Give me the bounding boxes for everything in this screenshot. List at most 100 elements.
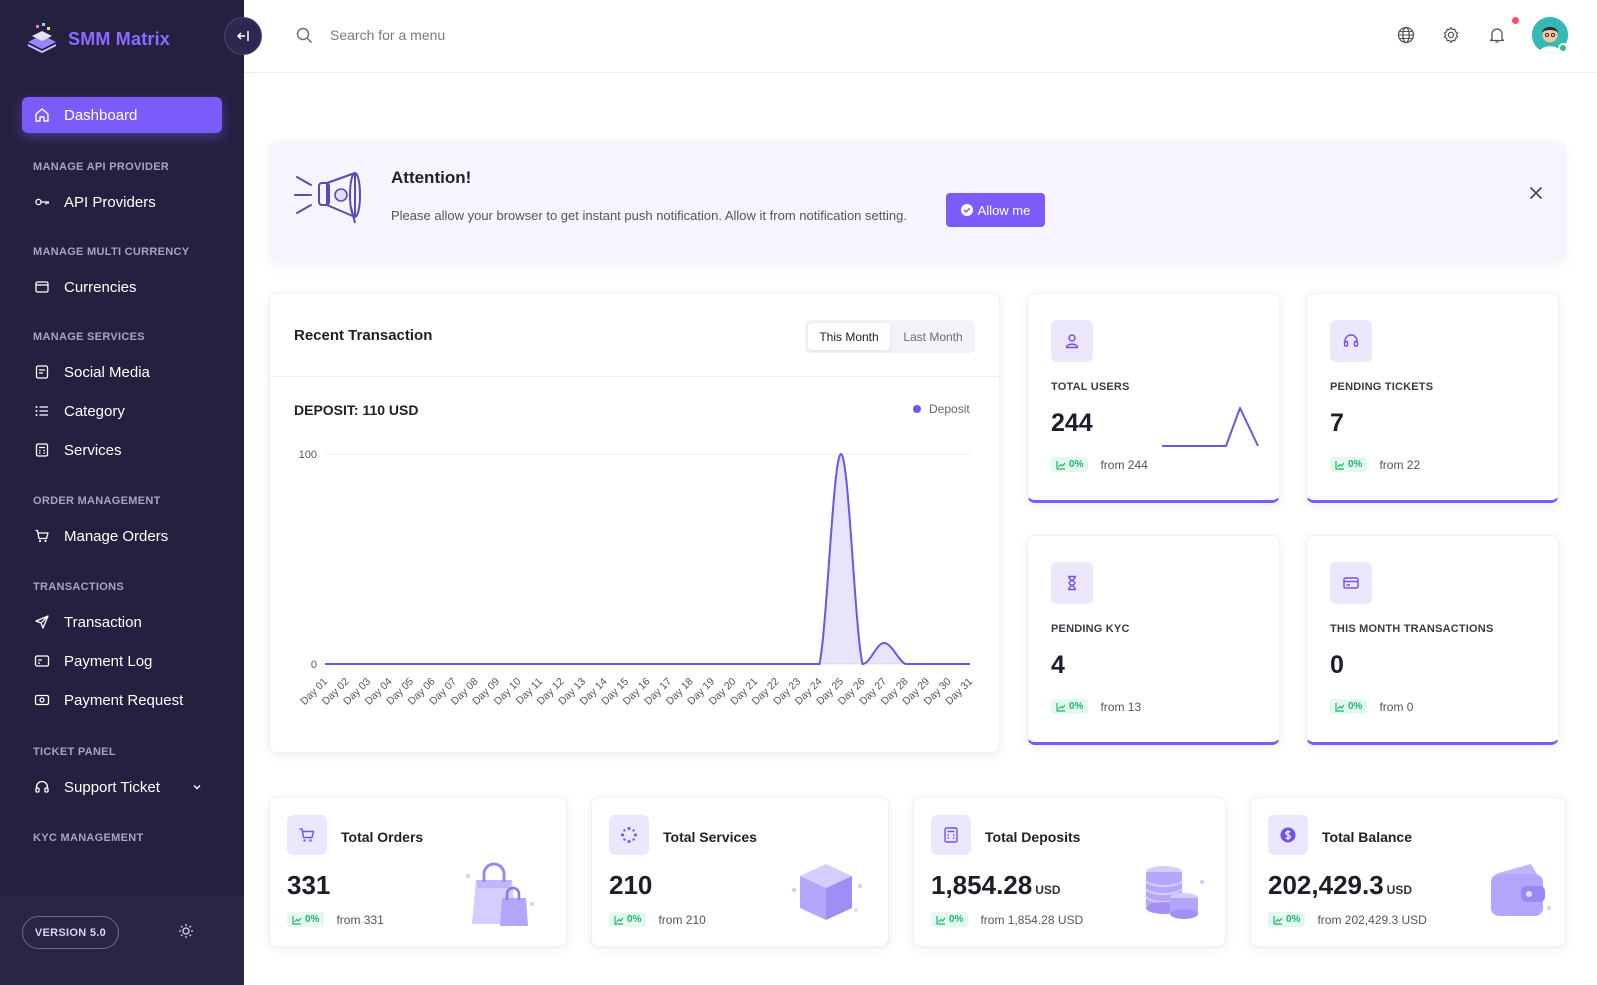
banner-title: Attention! (391, 168, 472, 187)
sidebar-item-manage-orders[interactable]: Manage Orders (22, 518, 222, 554)
stat-from: from 22 (1379, 457, 1421, 472)
stat-icon-box (1330, 562, 1372, 604)
wallet-icon (35, 281, 49, 293)
sun-icon[interactable] (178, 923, 194, 939)
nav-section-transactions: TRANSACTIONS (33, 581, 124, 593)
allow-notifications-button[interactable]: Allow me (946, 193, 1045, 227)
data-point[interactable] (948, 663, 950, 665)
search-input[interactable] (330, 22, 630, 48)
data-point[interactable] (410, 663, 412, 665)
cash-icon (34, 694, 50, 706)
data-point[interactable] (926, 663, 928, 665)
sidebar-item-transaction[interactable]: Transaction (22, 604, 222, 640)
data-point[interactable] (625, 663, 627, 665)
data-point[interactable] (776, 663, 778, 665)
chevron-down-icon (193, 785, 201, 790)
summary-icon-box (1268, 815, 1308, 855)
wallet-icon (1491, 864, 1551, 916)
data-point[interactable] (733, 663, 735, 665)
data-point[interactable] (604, 663, 606, 665)
data-point[interactable] (905, 663, 907, 665)
gear-icon[interactable] (1442, 26, 1460, 44)
data-point[interactable] (496, 663, 498, 665)
stat-card-total-users: TOTAL USERS 244 0% from 244 (1027, 293, 1280, 503)
data-point[interactable] (862, 663, 864, 665)
summary-number: 331 (287, 870, 331, 900)
data-point[interactable] (324, 663, 326, 665)
brand-logo[interactable]: SMM Matrix (24, 22, 170, 56)
sidebar-item-support-ticket[interactable]: Support Ticket (22, 769, 222, 805)
sidebar-item-services[interactable]: Services (22, 432, 222, 468)
percent-badge: 0% (287, 912, 325, 927)
stat-footer: 0% from 22 (1330, 457, 1420, 472)
sidebar-item-social-media[interactable]: Social Media (22, 354, 222, 390)
percent-value: 0% (1069, 701, 1084, 712)
data-point[interactable] (690, 663, 692, 665)
data-point[interactable] (346, 663, 348, 665)
sidebar-item-category[interactable]: Category (22, 393, 222, 429)
trend-up-icon (614, 915, 624, 925)
sidebar-item-label: Support Ticket (64, 778, 160, 796)
sidebar-item-api-providers[interactable]: API Providers (22, 184, 222, 220)
data-point[interactable] (582, 663, 584, 665)
data-point[interactable] (432, 663, 434, 665)
data-point[interactable] (969, 663, 971, 665)
data-point[interactable] (754, 663, 756, 665)
data-point[interactable] (711, 663, 713, 665)
data-point[interactable] (561, 663, 563, 665)
data-point[interactable] (475, 663, 477, 665)
sparkline (1162, 407, 1259, 447)
data-point[interactable] (453, 663, 455, 665)
sidebar-item-payment-request[interactable]: Payment Request (22, 682, 222, 718)
tab-this-month[interactable]: This Month (808, 323, 890, 350)
data-point[interactable] (819, 663, 821, 665)
stat-value: 4 (1051, 651, 1065, 679)
data-point[interactable] (518, 663, 520, 665)
sidebar-item-dashboard[interactable]: Dashboard (22, 97, 222, 133)
sidebar-item-payment-log[interactable]: Payment Log (22, 643, 222, 679)
headset-icon (35, 780, 49, 793)
trend-up-icon (1273, 915, 1283, 925)
summary-from: from 331 (336, 912, 384, 927)
tab-last-month[interactable]: Last Month (903, 329, 963, 344)
data-point[interactable] (647, 663, 649, 665)
legend-label: Deposit (929, 402, 970, 416)
trend-up-icon (1056, 460, 1066, 470)
summary-number: 210 (609, 870, 653, 900)
hourglass-icon (1068, 575, 1076, 591)
percent-badge: 0% (609, 912, 647, 927)
data-point[interactable] (840, 453, 842, 455)
key-icon (35, 198, 49, 206)
stat-label: TOTAL USERS (1051, 381, 1130, 393)
credit-card-icon (1343, 577, 1359, 589)
summary-icon-box (609, 815, 649, 855)
percent-badge: 0% (1051, 699, 1089, 714)
data-point[interactable] (367, 663, 369, 665)
summary-card-total-balance: Total Balance 202,429.3 USD 0% from 202,4… (1250, 797, 1566, 947)
data-point[interactable] (389, 663, 391, 665)
sidebar-item-currencies[interactable]: Currencies (22, 269, 222, 305)
sidebar-item-label: Transaction (64, 613, 142, 631)
trend-up-icon (292, 915, 302, 925)
trend-up-icon (1335, 460, 1345, 470)
bell-icon[interactable] (1488, 26, 1506, 44)
trend-up-icon (1056, 702, 1066, 712)
data-point[interactable] (539, 663, 541, 665)
user-icon (1065, 334, 1079, 349)
version-button[interactable]: VERSION 5.0 (22, 916, 119, 949)
chart-legend[interactable]: Deposit (913, 402, 970, 416)
data-point[interactable] (883, 642, 885, 644)
data-point[interactable] (668, 663, 670, 665)
sidebar-collapse-button[interactable] (224, 17, 262, 55)
stat-label: PENDING TICKETS (1330, 381, 1434, 393)
summary-label: Total Balance (1322, 829, 1412, 845)
close-icon[interactable] (1529, 186, 1543, 200)
document-icon (35, 365, 49, 379)
data-point[interactable] (797, 663, 799, 665)
logo-icon (27, 23, 57, 54)
globe-icon[interactable] (1397, 26, 1415, 44)
percent-value: 0% (1069, 459, 1084, 470)
percent-value: 0% (949, 914, 964, 925)
summary-from: from 210 (658, 912, 706, 927)
